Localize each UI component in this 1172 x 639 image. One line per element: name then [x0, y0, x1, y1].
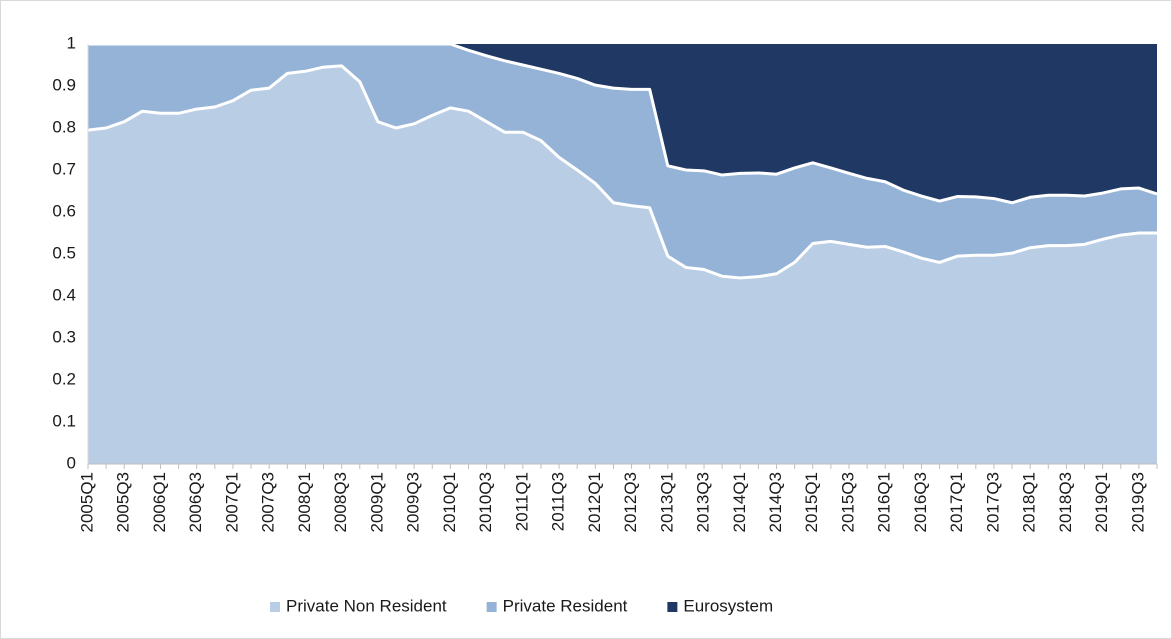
x-tick-label: 2014Q1: [730, 472, 749, 533]
legend-label: Private Resident: [503, 596, 628, 615]
x-tick-label: 2012Q3: [621, 472, 640, 533]
y-tick-label: 0.8: [52, 117, 76, 136]
boundary-line: [87, 64, 1157, 280]
x-tick-label: 2019Q1: [1092, 472, 1111, 533]
legend-marker: [667, 602, 678, 612]
x-tick-label: 2011Q3: [549, 472, 568, 531]
x-tick-label: 2013Q3: [694, 472, 713, 533]
x-tick-label: 2016Q3: [911, 472, 930, 533]
x-tick-label: 2019Q3: [1128, 472, 1147, 533]
x-tick-label: 2008Q3: [331, 472, 350, 533]
y-tick-label: 0.1: [52, 411, 76, 430]
x-tick-label: 2014Q3: [766, 472, 785, 533]
legend-marker: [270, 602, 280, 612]
x-tick-label: 2005Q1: [77, 472, 96, 533]
x-tick-label: 2009Q3: [404, 472, 423, 533]
x-tick-label: 2012Q1: [585, 472, 604, 533]
legend-marker: [486, 602, 497, 612]
x-tick-label: 2007Q3: [259, 472, 278, 533]
x-tick-label: 2009Q1: [367, 472, 386, 533]
x-tick-label: 2005Q3: [114, 472, 133, 533]
x-tick-label: 2006Q3: [186, 472, 205, 533]
x-tick-label: 2007Q1: [222, 472, 241, 533]
boundary-line: [88, 42, 1158, 205]
y-tick-label: 0.3: [52, 327, 76, 346]
x-tick-label: 2017Q3: [983, 472, 1002, 533]
y-tick-label: 0.7: [52, 159, 76, 178]
area: [88, 65, 1157, 464]
x-tick-label: 2018Q1: [1020, 472, 1039, 533]
area: [88, 44, 1157, 203]
x-tick-label: 2008Q1: [295, 472, 314, 533]
x-tick-label: 2006Q1: [150, 472, 169, 533]
y-tick-label: 0.5: [52, 243, 76, 262]
x-tick-label: 2015Q1: [802, 472, 821, 533]
y-tick-label: 0: [67, 453, 76, 472]
y-tick-label: 0.4: [52, 285, 76, 304]
x-tick-label: 2013Q1: [657, 472, 676, 533]
y-tick-label: 0.2: [52, 369, 76, 388]
x-tick-label: 2011Q1: [512, 472, 531, 531]
y-tick-label: 0.9: [52, 75, 76, 94]
x-tick-label: 2010Q1: [440, 472, 459, 533]
area: [88, 44, 1157, 278]
x-tick-label: 2018Q3: [1056, 472, 1075, 533]
y-tick-label: 0.6: [52, 201, 76, 220]
x-tick-label: 2017Q1: [947, 472, 966, 533]
legend-label: Private Non Resident: [286, 596, 447, 615]
legend-label: Eurosystem: [683, 596, 773, 615]
y-tick-label: 1: [67, 33, 76, 52]
x-tick-label: 2010Q3: [476, 472, 495, 533]
x-tick-label: 2015Q3: [838, 472, 857, 533]
x-tick-label: 2016Q1: [875, 472, 894, 533]
